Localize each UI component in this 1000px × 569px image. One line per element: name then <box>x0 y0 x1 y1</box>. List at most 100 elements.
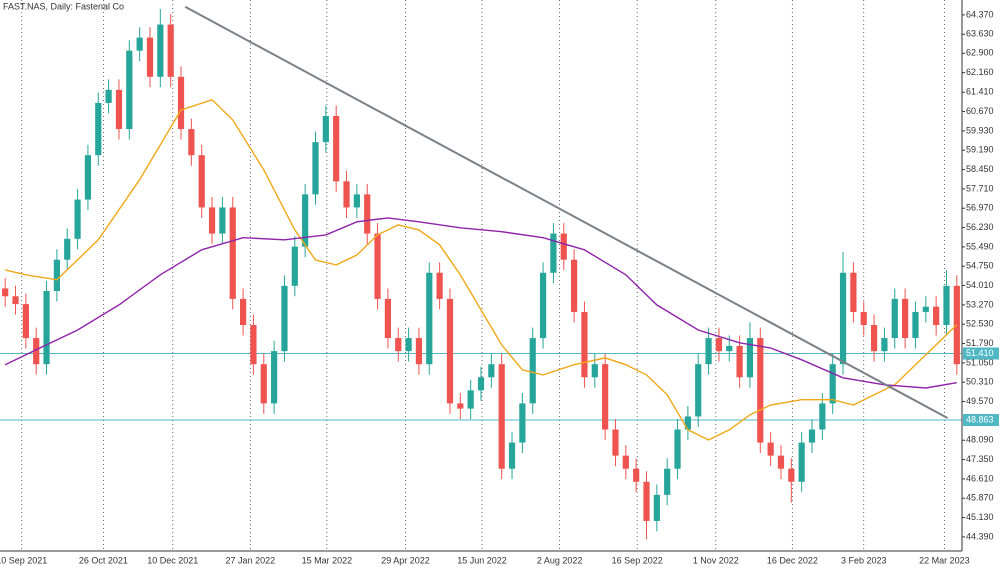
y-tick-label: 59.190 <box>966 145 994 155</box>
candle-body <box>198 155 205 208</box>
candle-body <box>912 311 919 339</box>
level-label: 48.863 <box>966 414 994 424</box>
y-tick-label: 49.570 <box>966 396 994 406</box>
candle-body <box>498 364 505 469</box>
y-tick-label: 59.930 <box>966 125 994 135</box>
candle-body <box>467 390 474 409</box>
y-tick-label: 56.970 <box>966 203 994 213</box>
candle-body <box>808 429 816 443</box>
candle-body <box>850 272 857 312</box>
candle-body <box>208 207 216 234</box>
candle-body <box>612 429 619 456</box>
candle-body <box>343 181 350 208</box>
candle-body <box>488 364 495 378</box>
candle-body <box>22 304 29 339</box>
candle-body <box>674 429 681 469</box>
candle-body <box>239 298 247 326</box>
candle-body <box>302 194 309 247</box>
candle-body <box>157 24 164 77</box>
candle-body <box>188 129 195 156</box>
moving-average <box>4 217 957 389</box>
trendline <box>184 5 948 419</box>
candle-body <box>560 233 567 260</box>
level-label-box <box>963 347 999 360</box>
candle-body <box>788 468 795 482</box>
candle-body <box>829 364 836 404</box>
candle-body <box>312 142 319 195</box>
candle-body <box>415 338 423 365</box>
y-tick-label: 54.010 <box>966 280 994 290</box>
y-tick-label: 44.390 <box>966 531 994 541</box>
candle-body <box>384 298 392 339</box>
x-tick-label: 10 Sep 2021 <box>0 555 47 565</box>
candle-body <box>84 155 92 200</box>
candle-body <box>219 207 226 234</box>
x-tick-label: 2 Aug 2022 <box>537 555 583 565</box>
x-tick-label: 22 Mar 2023 <box>919 555 970 565</box>
candle-body <box>891 298 898 339</box>
candle-body <box>136 37 143 51</box>
candle-body <box>508 442 516 469</box>
x-tick-label: 16 Dec 2022 <box>767 555 818 565</box>
x-tick-label: 3 Feb 2023 <box>841 555 887 565</box>
x-tick-label: 10 Dec 2021 <box>147 555 198 565</box>
y-tick-label: 46.610 <box>966 473 994 483</box>
candle-body <box>581 311 588 378</box>
candle-body <box>881 338 888 352</box>
candle-body <box>943 285 950 326</box>
x-tick-label: 15 Mar 2022 <box>302 555 353 565</box>
candle-body <box>664 468 671 495</box>
y-tick-label: 54.750 <box>966 261 994 271</box>
candle-body <box>229 207 236 299</box>
candle-body <box>126 50 133 130</box>
y-tick-label: 45.130 <box>966 512 994 522</box>
y-tick-label: 63.630 <box>966 29 994 39</box>
candle-body <box>695 364 702 417</box>
y-tick-label: 48.090 <box>966 435 994 445</box>
candle-body <box>115 89 123 130</box>
candle-body <box>2 288 9 297</box>
candle-body <box>570 259 578 312</box>
y-tick-label: 57.710 <box>966 183 994 193</box>
candle-body <box>726 345 733 352</box>
candle-body <box>74 199 81 239</box>
y-tick-label: 47.350 <box>966 454 994 464</box>
candle-body <box>777 455 785 469</box>
candle-body <box>146 37 154 77</box>
candle-body <box>333 116 340 182</box>
candle-body <box>653 494 660 521</box>
y-tick-label: 60.670 <box>966 106 994 116</box>
candle-body <box>633 468 640 482</box>
candle-body <box>798 442 805 482</box>
candle-body <box>395 338 402 352</box>
candle-body <box>167 24 174 77</box>
candle-body <box>477 377 485 391</box>
candle-body <box>757 338 764 443</box>
candle-body <box>105 89 112 103</box>
candle-body <box>322 116 329 143</box>
candle-body <box>260 364 267 404</box>
x-tick-label: 15 Jun 2022 <box>457 555 507 565</box>
candle-body <box>271 351 278 404</box>
y-tick-label: 51.790 <box>966 338 994 348</box>
candle-body <box>643 481 650 521</box>
moving-average <box>5 99 958 441</box>
candle-body <box>177 76 185 130</box>
candle-body <box>33 338 40 365</box>
candle-body <box>746 338 754 378</box>
y-tick-label: 53.270 <box>966 299 994 309</box>
candle-body <box>622 455 629 469</box>
candle-body <box>405 338 412 352</box>
candle-body <box>426 272 433 365</box>
y-tick-label: 62.160 <box>966 67 994 77</box>
candle-body <box>705 338 712 365</box>
candle-body <box>767 442 774 456</box>
candle-body <box>870 325 878 352</box>
y-tick-label: 52.530 <box>966 319 994 329</box>
candle-body <box>602 364 609 430</box>
candle-body <box>12 296 19 305</box>
candle-body <box>591 364 598 378</box>
x-tick-label: 1 Nov 2022 <box>693 555 739 565</box>
